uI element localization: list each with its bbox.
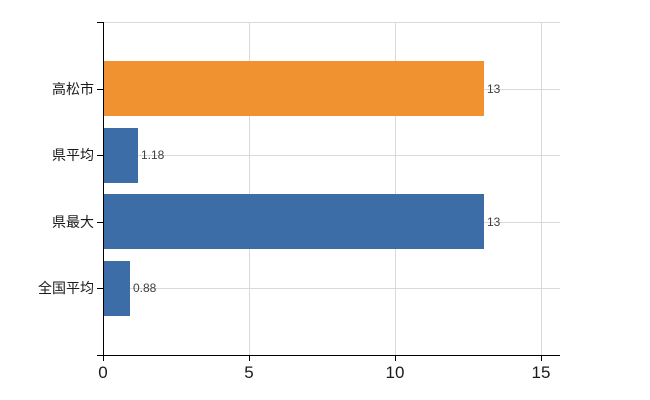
bar: [104, 128, 138, 183]
y-axis-tick: [97, 155, 103, 156]
x-axis-line: [97, 355, 560, 356]
category-gridline: [104, 288, 560, 289]
bar-value-label: 1.18: [141, 148, 165, 162]
bar: [104, 261, 130, 316]
bar: [104, 194, 484, 249]
category-label: 全国平均: [38, 280, 94, 296]
x-tick-label: 5: [244, 363, 254, 382]
x-gridline: [541, 22, 542, 355]
x-tick-label: 10: [385, 363, 405, 382]
x-gridline: [249, 22, 250, 355]
y-axis-line: [103, 22, 104, 361]
category-gridline: [104, 155, 560, 156]
plot-top-gridline: [103, 22, 560, 23]
bar: [104, 61, 484, 116]
x-axis-tick: [395, 356, 396, 361]
category-label: 県平均: [52, 147, 94, 163]
bar-value-label: 13: [487, 82, 501, 96]
y-axis-tick: [97, 222, 103, 223]
category-label: 県最大: [52, 214, 94, 230]
x-axis-tick: [249, 356, 250, 361]
plot-area: 13 1.18 13 0.88: [97, 22, 560, 361]
x-gridline: [395, 22, 396, 355]
category-label: 高松市: [52, 81, 94, 97]
bar-value-label: 0.88: [133, 281, 157, 295]
y-axis-tick: [97, 89, 103, 90]
y-axis-end-tick: [97, 22, 103, 23]
x-tick-label: 0: [98, 363, 108, 382]
bar-value-label: 13: [487, 215, 501, 229]
y-axis-tick: [97, 288, 103, 289]
x-axis-tick: [541, 356, 542, 361]
x-tick-label: 15: [531, 363, 551, 382]
